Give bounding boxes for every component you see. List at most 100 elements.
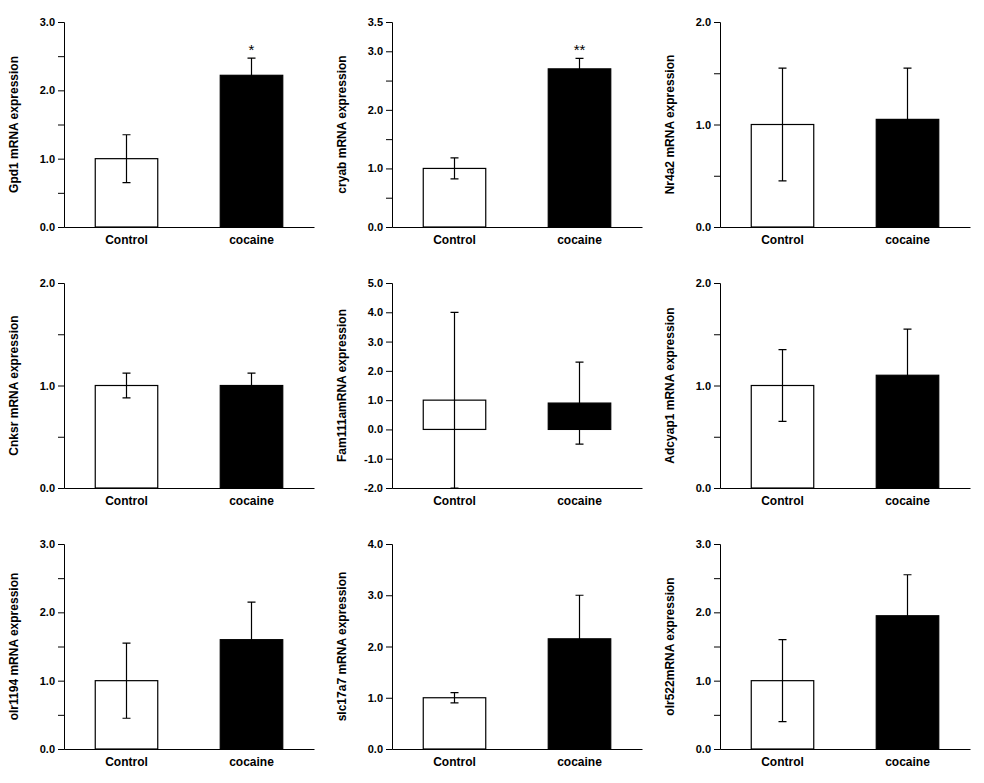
error-bar (576, 362, 584, 444)
x-axis-line (393, 749, 643, 750)
y-tick-mark (58, 749, 64, 750)
bar (423, 698, 486, 749)
y-axis-title: slc17a7 mRNA expression (335, 572, 349, 722)
error-bar (779, 350, 787, 422)
y-axis-title: Cnksr mRNA expression (7, 315, 21, 455)
y-tick-mark (386, 312, 392, 313)
x-tick-label: cocaine (885, 494, 930, 508)
plot-area (751, 575, 939, 749)
y-tick-label: 1.0 (40, 675, 55, 687)
y-tick: 0.0 (368, 221, 392, 233)
x-tick-label: cocaine (229, 233, 274, 247)
y-tick-label: 0.0 (368, 743, 383, 755)
error-bar (904, 329, 912, 421)
y-tick-label: 0.0 (696, 221, 711, 233)
y-tick-label: 2.0 (40, 606, 55, 618)
x-tick-label: Control (433, 494, 476, 508)
y-tick (58, 334, 64, 335)
y-tick-label: -2.0 (364, 482, 383, 494)
y-tick: 1.0 (40, 153, 64, 165)
bar (220, 75, 283, 227)
x-tick: Control (761, 749, 804, 769)
subplot: 0.01.02.0ControlcocaineAdcyap1 mRNA expr… (663, 277, 971, 508)
y-tick-mark (386, 22, 392, 23)
y-tick-mark (714, 647, 720, 648)
y-tick-mark (714, 488, 720, 489)
x-tick-label: cocaine (885, 233, 930, 247)
x-tick-label: Control (105, 233, 148, 247)
y-tick-label: 1.0 (368, 394, 383, 406)
y-tick-label: 3.0 (40, 538, 55, 550)
x-axis: Controlcocaine (65, 488, 315, 508)
y-axis: 0.0 1.0 2.0 3.0 (40, 538, 65, 755)
y-axis-line (58, 284, 65, 489)
y-tick: -2.0 (364, 482, 392, 494)
plot-area (423, 312, 611, 488)
y-tick (714, 578, 720, 579)
y-tick: 0.0 (40, 482, 64, 494)
x-axis: Controlcocaine (721, 749, 971, 769)
y-axis: 0.01.02.0 (696, 277, 721, 494)
y-axis-title: Fam111amRNA expression (335, 309, 349, 462)
y-tick-mark (386, 342, 392, 343)
y-tick-mark (714, 176, 720, 177)
y-tick-label: 2.0 (40, 84, 55, 96)
y-tick-mark (714, 227, 720, 228)
error-bar (451, 158, 459, 179)
x-tick-label: cocaine (229, 494, 274, 508)
y-tick-mark (714, 334, 720, 335)
y-tick: 2.0 (40, 606, 64, 618)
y-tick (714, 647, 720, 648)
y-tick: 1.0 (40, 380, 64, 392)
x-tick: Control (761, 488, 804, 508)
y-tick-mark (58, 334, 64, 335)
y-tick-label: 0.0 (696, 743, 711, 755)
y-tick-label: 1.0 (696, 119, 711, 131)
y-axis-line (58, 545, 65, 750)
y-axis-line (386, 284, 393, 489)
y-tick-label: 2.0 (40, 277, 55, 289)
y-tick (58, 647, 64, 648)
y-axis-line (714, 284, 721, 489)
error-bar (248, 373, 256, 398)
y-tick-mark (386, 198, 392, 199)
y-tick: 3.0 (368, 45, 392, 57)
y-tick (714, 437, 720, 438)
y-tick (386, 198, 392, 199)
y-tick-label: 3.5 (368, 16, 383, 28)
y-tick (386, 81, 392, 82)
x-tick-label: Control (433, 233, 476, 247)
x-tick-label: Control (105, 755, 148, 769)
y-tick-mark (386, 647, 392, 648)
y-tick-label: 1.0 (696, 380, 711, 392)
error-bar (576, 595, 584, 682)
y-tick-label: 3.0 (696, 538, 711, 550)
x-tick: Control (433, 227, 476, 247)
bar (548, 69, 611, 227)
y-axis-line (386, 23, 393, 228)
x-tick-label: Control (761, 494, 804, 508)
y-tick: 0.0 (40, 743, 64, 755)
bar (95, 386, 158, 489)
error-bar (576, 58, 584, 79)
y-tick-mark (714, 386, 720, 387)
y-tick: 3.0 (368, 589, 392, 601)
y-tick-mark (714, 73, 720, 74)
y-tick: 0.0 (368, 423, 392, 435)
error-bar (248, 602, 256, 677)
significance: * (249, 41, 255, 58)
subplot: 0.01.02.03.0Controlcocaine*Gpd1 mRNA exp… (7, 16, 315, 247)
y-tick-mark (386, 698, 392, 699)
x-tick: cocaine (229, 749, 274, 769)
figure: 0.01.02.03.0Controlcocaine*Gpd1 mRNA exp… (0, 0, 984, 783)
y-tick (58, 715, 64, 716)
y-axis-title: olr522mRNA expression (663, 577, 677, 715)
x-axis: Control cocaine (721, 488, 971, 508)
y-tick-mark (386, 429, 392, 430)
subplot: 0.01.02.03.04.0Controlcocaineslc17a7 mRN… (335, 538, 643, 769)
y-tick: 0.0 (368, 743, 392, 755)
y-tick: 4.0 (368, 306, 392, 318)
x-tick: cocaine (229, 488, 274, 508)
y-tick-label: 1.0 (40, 153, 55, 165)
y-tick: 3.0 (368, 336, 392, 348)
